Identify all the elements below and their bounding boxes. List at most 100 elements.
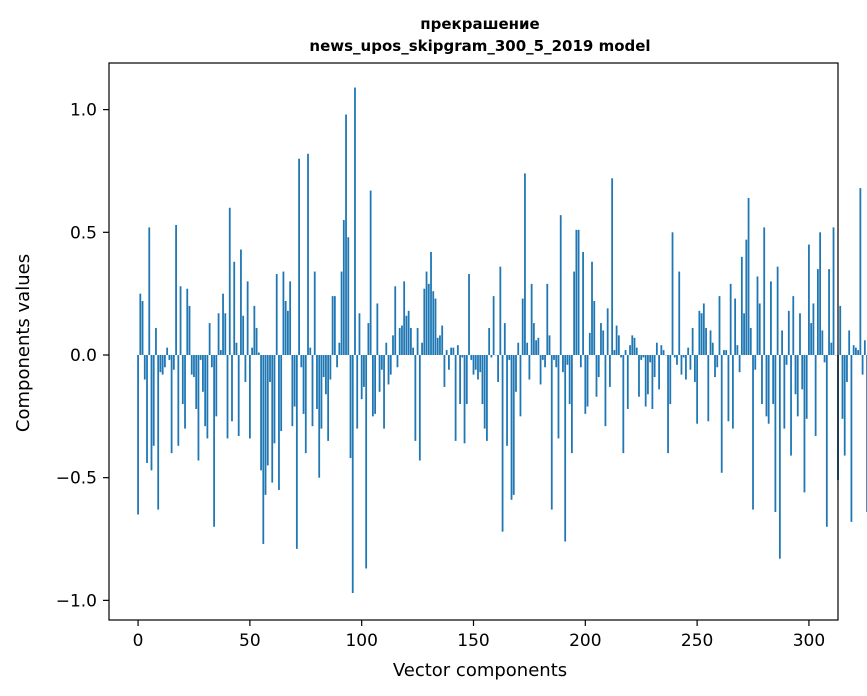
x-tick-label: 200 xyxy=(569,631,601,651)
bar xyxy=(689,355,692,370)
bar xyxy=(691,328,694,355)
bar xyxy=(682,355,685,358)
bar xyxy=(336,355,338,368)
bar xyxy=(778,355,781,559)
bar xyxy=(803,355,806,493)
bar xyxy=(412,347,415,355)
bar xyxy=(177,355,180,446)
bar xyxy=(231,355,233,422)
bar xyxy=(519,355,522,417)
bar xyxy=(497,355,499,382)
bar xyxy=(526,342,529,355)
bar xyxy=(175,224,177,355)
bar xyxy=(537,337,540,355)
bar xyxy=(242,315,245,355)
bar xyxy=(579,355,582,368)
bar xyxy=(271,355,274,483)
bar xyxy=(830,342,833,355)
bar xyxy=(255,328,258,355)
bar xyxy=(295,355,298,549)
bar xyxy=(179,286,182,355)
bar xyxy=(401,325,403,355)
bar xyxy=(535,340,538,355)
bar xyxy=(642,355,645,358)
bar xyxy=(472,355,475,375)
bar xyxy=(772,355,775,405)
bar xyxy=(850,355,853,522)
bar xyxy=(528,355,531,380)
bar xyxy=(602,330,605,355)
bar xyxy=(550,355,553,510)
bar xyxy=(566,355,569,365)
bar xyxy=(597,355,600,378)
bar xyxy=(157,355,160,510)
bar xyxy=(635,347,638,355)
bar xyxy=(604,355,607,427)
bar xyxy=(439,335,441,355)
bar xyxy=(541,355,544,360)
bar xyxy=(280,355,283,432)
bar xyxy=(356,355,359,429)
bar xyxy=(702,303,705,355)
bar xyxy=(251,347,254,355)
bar xyxy=(403,281,406,355)
bar xyxy=(275,274,278,355)
bar xyxy=(474,355,477,370)
bar xyxy=(861,355,864,375)
bar xyxy=(678,271,681,355)
bar xyxy=(139,293,142,355)
bar xyxy=(808,244,810,355)
bar xyxy=(852,345,855,355)
bar xyxy=(600,323,602,355)
bar xyxy=(278,355,280,490)
bar xyxy=(823,355,826,363)
bar xyxy=(369,190,372,355)
bar xyxy=(273,355,276,444)
bar xyxy=(752,355,754,510)
bar xyxy=(396,355,399,368)
bar xyxy=(269,355,271,382)
bar xyxy=(483,355,486,429)
bar xyxy=(609,355,611,387)
bar xyxy=(316,355,318,409)
bar xyxy=(855,347,857,355)
bar xyxy=(555,355,558,368)
bar xyxy=(146,355,148,463)
bar xyxy=(340,271,343,355)
bar xyxy=(448,355,450,370)
bar xyxy=(548,335,551,355)
bar xyxy=(740,256,743,355)
bar xyxy=(626,355,629,409)
bar xyxy=(300,355,303,368)
bar xyxy=(707,355,710,422)
y-tick-label: 0.5 xyxy=(70,223,97,243)
bar xyxy=(582,251,584,355)
bar xyxy=(479,355,482,373)
bar xyxy=(792,296,795,355)
bar xyxy=(260,355,262,471)
x-tick-label: 0 xyxy=(133,631,144,651)
bar xyxy=(832,227,835,355)
bar xyxy=(743,313,745,355)
bar xyxy=(465,355,468,405)
bar xyxy=(593,301,596,355)
bar xyxy=(747,197,750,355)
bar xyxy=(611,178,614,355)
bar xyxy=(640,355,643,360)
bar xyxy=(863,340,866,355)
bar xyxy=(150,355,153,471)
bar xyxy=(304,355,307,454)
bar xyxy=(736,345,739,355)
bar xyxy=(629,345,631,355)
bar xyxy=(224,313,227,355)
bar xyxy=(660,345,663,355)
bar xyxy=(828,269,830,355)
bar xyxy=(240,249,242,355)
bar xyxy=(266,355,269,466)
bar xyxy=(197,355,200,461)
bar xyxy=(490,355,493,358)
bar xyxy=(796,355,799,417)
bar xyxy=(756,276,759,355)
bar xyxy=(398,328,401,355)
x-tick-label: 50 xyxy=(239,631,261,651)
